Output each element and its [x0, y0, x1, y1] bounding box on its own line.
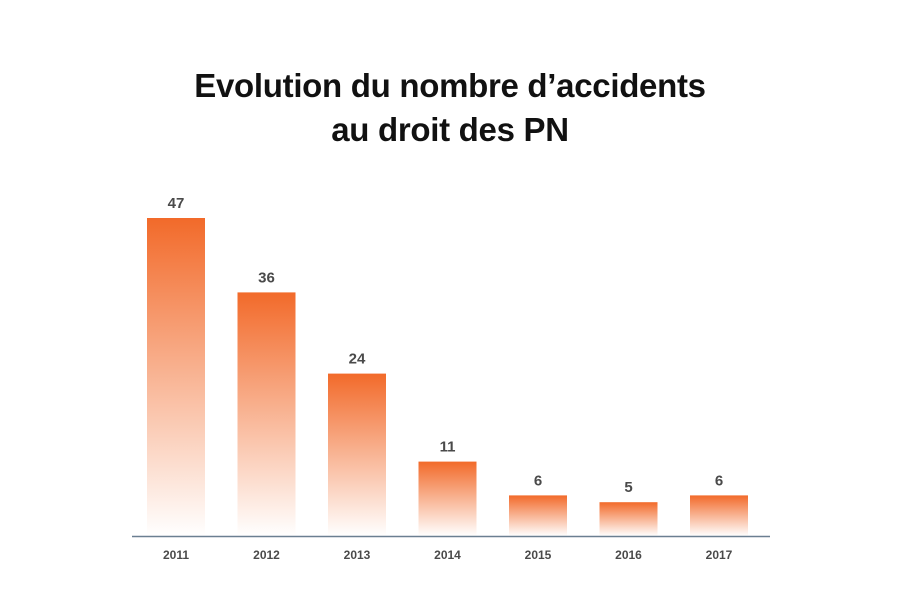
value-label-2017: 6 [715, 472, 723, 489]
bar-2011 [147, 218, 205, 536]
value-label-2013: 24 [349, 351, 366, 368]
x-tick-label-2014: 2014 [434, 548, 461, 562]
value-label-2016: 5 [624, 479, 632, 496]
bar-2013 [328, 373, 386, 536]
bar-2016 [599, 502, 658, 536]
value-label-2015: 6 [534, 472, 542, 489]
x-tick-label-2016: 2016 [615, 548, 642, 562]
value-label-2012: 36 [258, 269, 275, 286]
bars-layer [147, 218, 748, 536]
bar-2014 [418, 461, 477, 536]
x-tick-label-2011: 2011 [163, 548, 189, 562]
x-tick-label-2012: 2012 [253, 548, 280, 562]
x-tick-label-2017: 2017 [706, 548, 733, 562]
labels-layer: 47 2011 36 2012 24 2013 11 2014 6 2015 5 2016 6 2017 [163, 195, 733, 562]
bar-2017 [690, 495, 748, 536]
chart-title-line-2: au droit des PN [331, 111, 569, 148]
bar-2012 [237, 292, 296, 536]
bar-2015 [509, 495, 567, 536]
value-label-2011: 47 [168, 195, 185, 212]
x-tick-label-2015: 2015 [525, 548, 552, 562]
value-label-2014: 11 [440, 439, 456, 456]
chart-title-line-1: Evolution du nombre d’accidents [194, 67, 706, 104]
x-tick-label-2013: 2013 [344, 548, 371, 562]
chart-title: Evolution du nombre d’accidents au droit… [0, 64, 900, 152]
